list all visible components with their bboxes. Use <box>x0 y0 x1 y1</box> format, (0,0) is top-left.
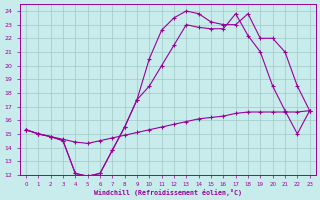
X-axis label: Windchill (Refroidissement éolien,°C): Windchill (Refroidissement éolien,°C) <box>94 189 242 196</box>
